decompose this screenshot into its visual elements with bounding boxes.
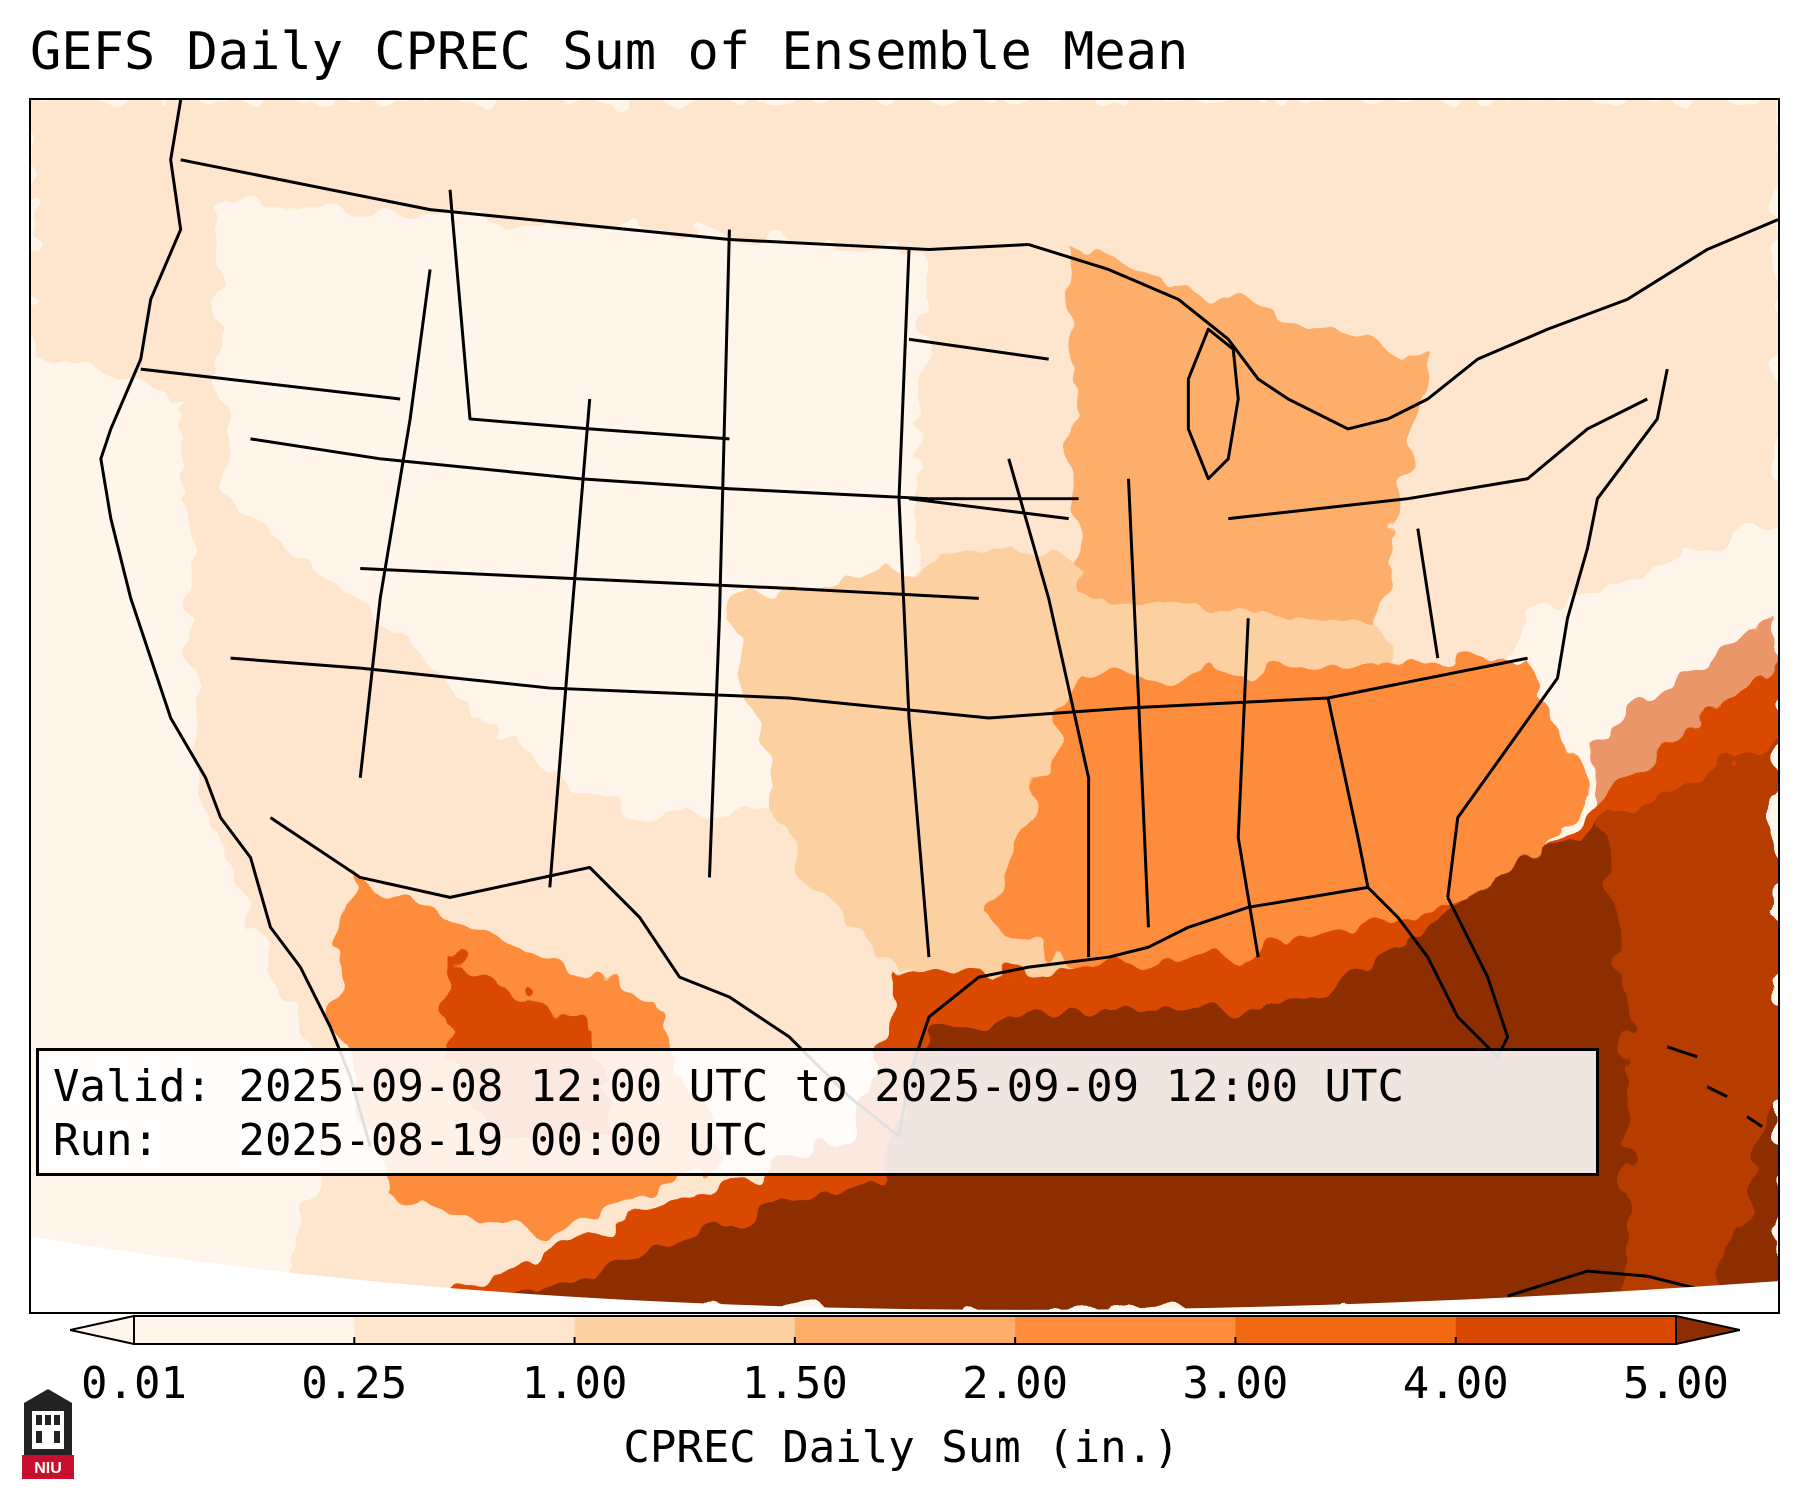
colorbar-tick-label: 0.01 [81, 1358, 187, 1409]
colorbar-ticks: 0.01 0.25 1.00 1.50 2.00 3.00 4.00 5.00 [0, 1356, 1803, 1416]
state-lines [140, 189, 1648, 958]
colorbar-segment [1455, 1316, 1677, 1344]
precip-region-great-lakes [1068, 249, 1428, 619]
colorbar-segment [574, 1316, 796, 1344]
domain-edge [31, 1236, 1778, 1312]
colorbar-tick-label: 2.00 [962, 1358, 1069, 1409]
coastline-east [1446, 368, 1669, 898]
colorbar-extend-high [1675, 1315, 1740, 1345]
colorbar-tick-label: 1.00 [521, 1358, 628, 1409]
colorbar-segment [794, 1316, 1016, 1344]
coastline-cuba [1507, 1269, 1728, 1298]
colorbar-segment [134, 1316, 355, 1344]
colorbar-label: CPREC Daily Sum (in.) [623, 1422, 1180, 1473]
svg-text:NIU: NIU [34, 1460, 62, 1477]
colorbar [70, 1315, 1740, 1345]
run-value: 2025-08-19 00:00 UTC [238, 1115, 769, 1166]
colorbar-segment [354, 1316, 576, 1344]
precip-region-atlantic [1587, 618, 1778, 1312]
run-label: Run: [53, 1115, 159, 1166]
niu-logo: NIU [22, 1389, 74, 1479]
lake-michigan [1186, 327, 1240, 481]
colorbar-tick-label: 4.00 [1402, 1358, 1509, 1409]
coastline-gulf [897, 885, 1369, 1137]
boundaries [99, 100, 1778, 1298]
valid-value: 2025-09-08 12:00 UTC to 2025-09-09 12:00… [238, 1061, 1405, 1112]
colorbar-tick-label: 1.50 [741, 1358, 848, 1409]
colorbar-segment [1235, 1316, 1457, 1344]
colorbar-extend-low [70, 1315, 135, 1345]
valid-label: Valid: [53, 1061, 212, 1112]
chart-title: GEFS Daily CPREC Sum of Ensemble Mean [30, 22, 1189, 82]
coastline-florida [1366, 886, 1510, 1059]
colorbar-tick-label: 3.00 [1182, 1358, 1289, 1409]
coastline-west [99, 100, 302, 969]
colorbar-tick-label: 5.00 [1623, 1358, 1729, 1409]
coastline-great-lakes [1028, 218, 1778, 431]
colorbar-segment [1015, 1316, 1236, 1344]
coastline-islands [1666, 1045, 1763, 1128]
colorbar-outline [133, 1315, 1677, 1345]
validity-info-box: Valid: 2025-09-08 12:00 UTC to 2025-09-0… [36, 1048, 1599, 1176]
colorbar-tick-label: 0.25 [301, 1358, 408, 1409]
